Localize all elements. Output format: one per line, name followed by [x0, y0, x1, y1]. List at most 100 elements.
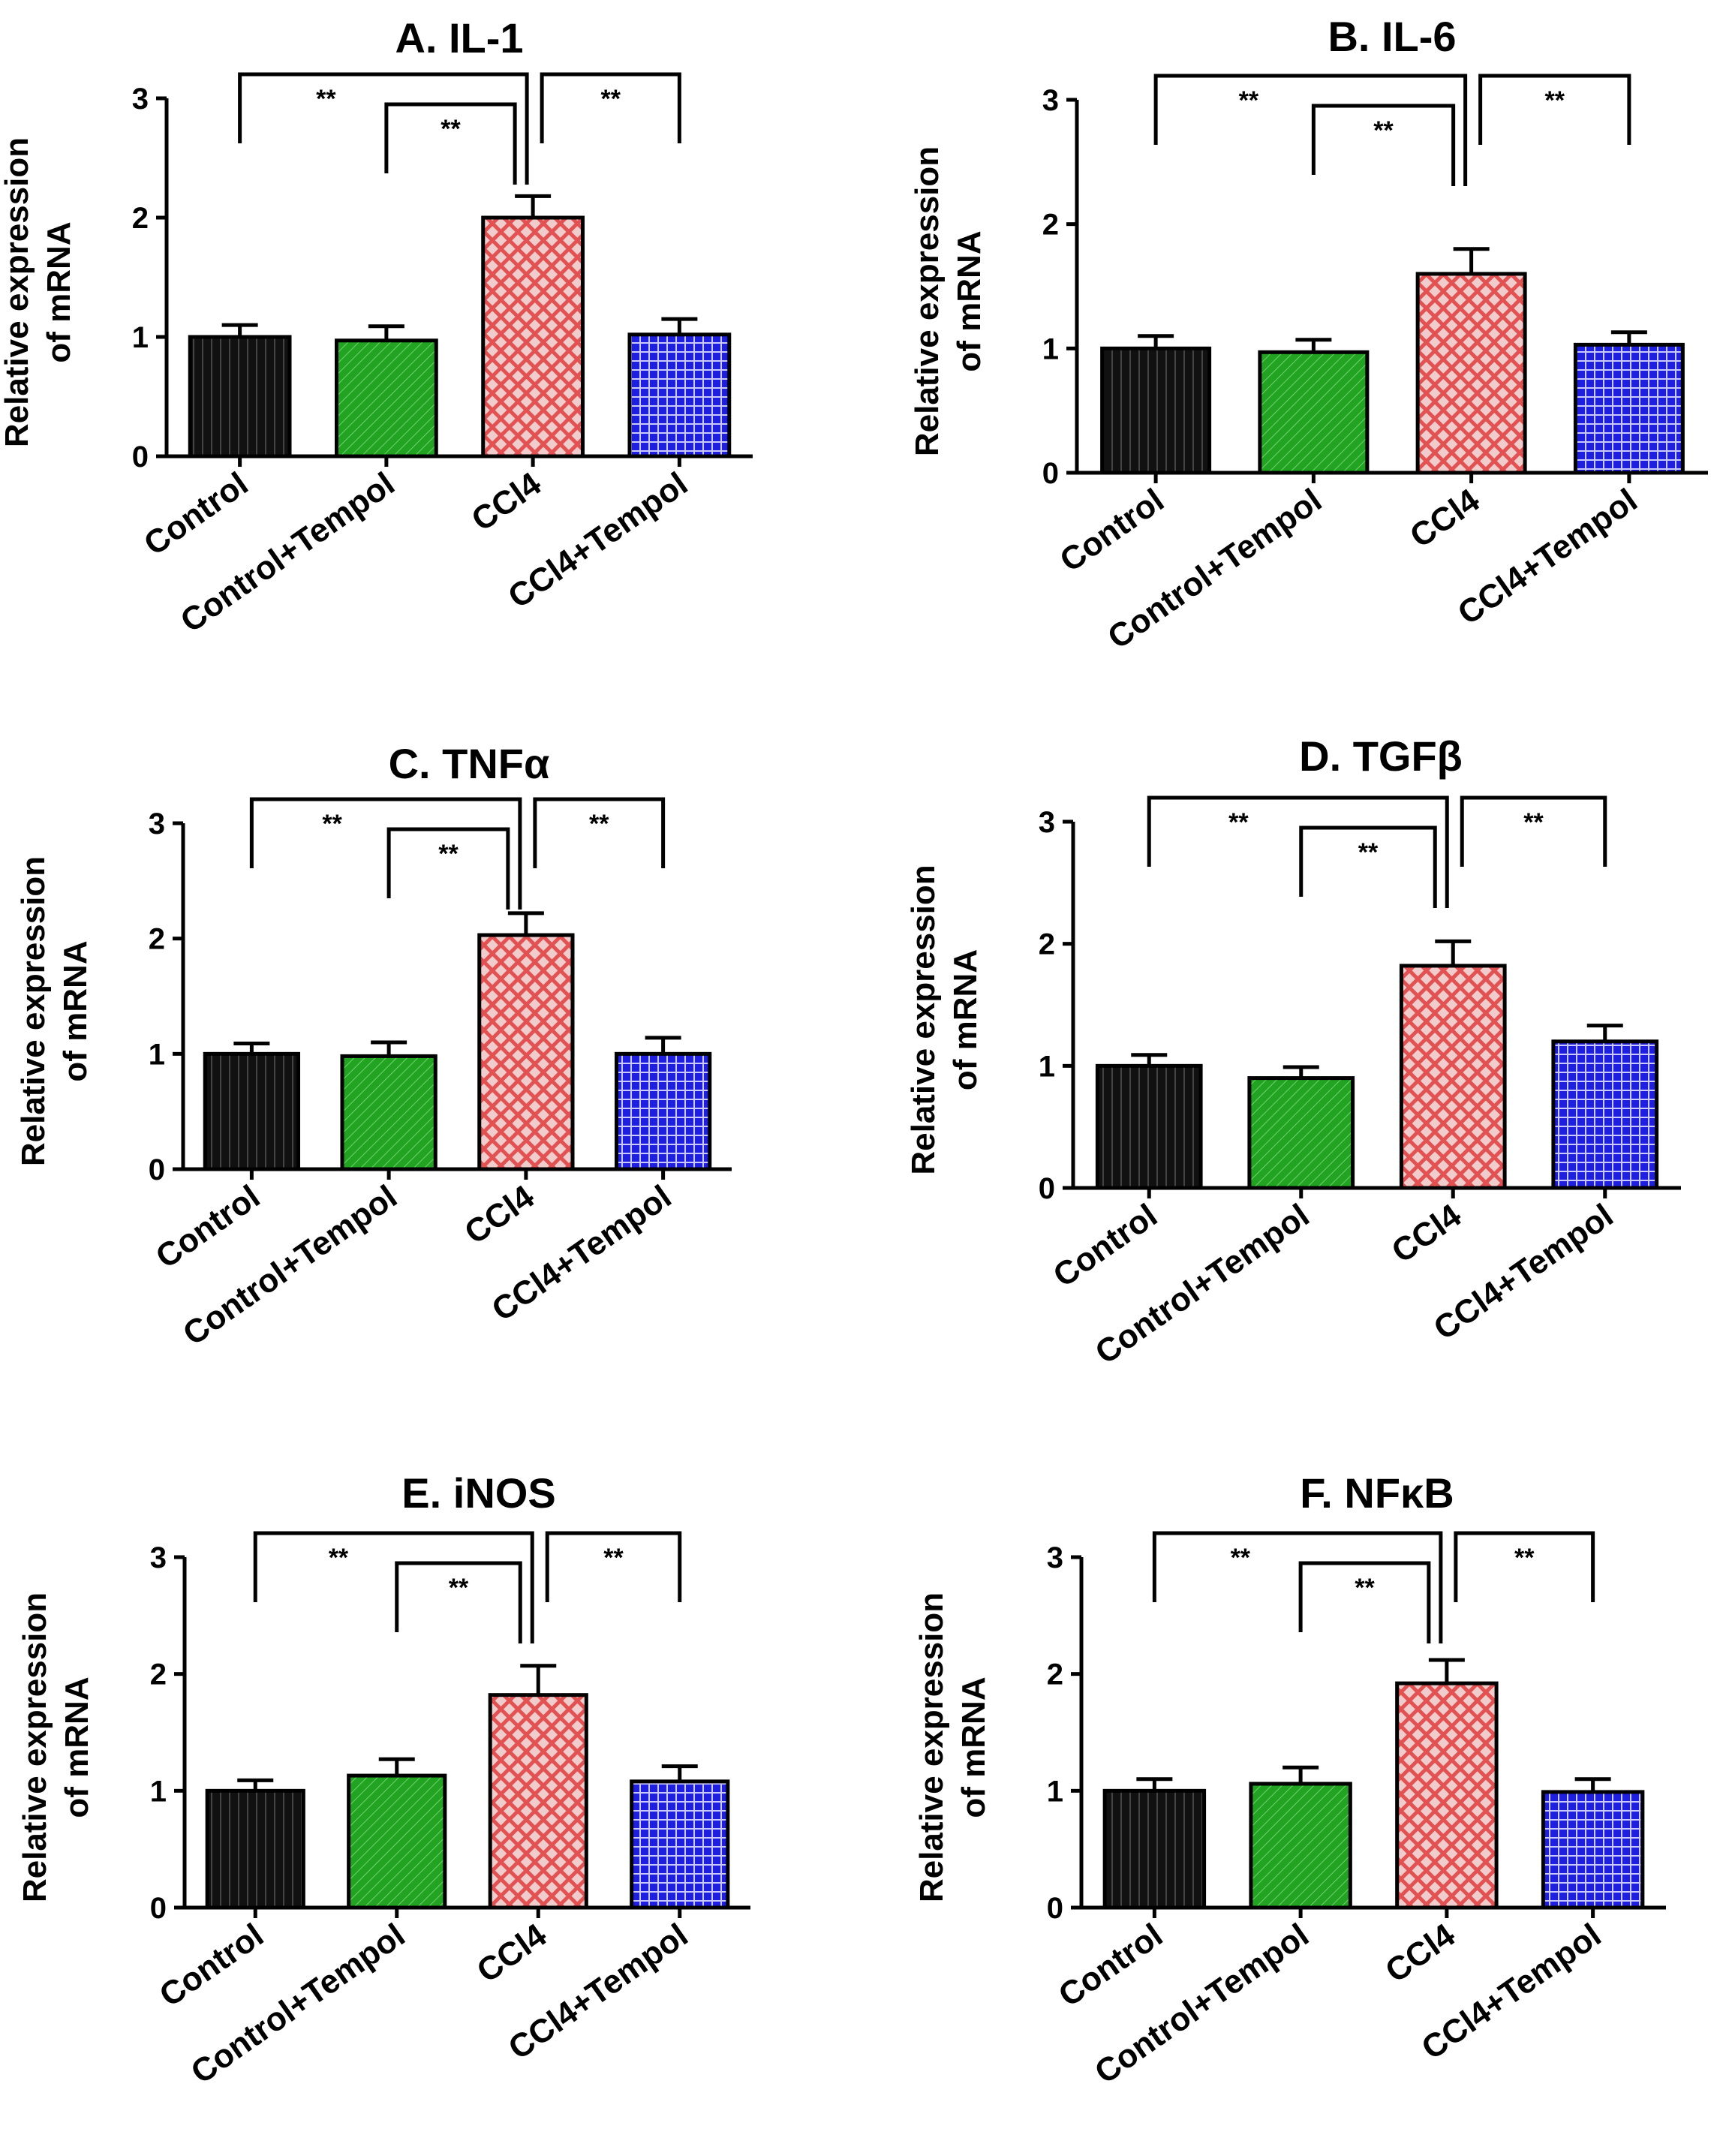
bar-control	[1102, 1788, 1207, 1910]
significance-bracket	[1152, 1531, 1443, 1643]
significance-bracket	[1299, 825, 1437, 908]
y-tick-label: 0	[132, 441, 149, 474]
significance-label: **	[589, 810, 609, 838]
chart-title: B. IL-6	[1328, 13, 1456, 60]
significance-bracket	[540, 72, 681, 143]
chart-title: D. TGFβ	[1299, 732, 1463, 780]
significance-bracket	[545, 1531, 682, 1602]
y-tick-label: 2	[1039, 928, 1055, 961]
y-axis-label-line1: Relative expression	[0, 137, 35, 447]
significance-label: **	[1239, 86, 1259, 115]
bar-control	[188, 335, 292, 459]
chart-panel-1: A. IL-1 Relative expression of mRNA 0 1 2 3 Con…	[0, 14, 753, 640]
y-axis-label-line1: Relative expression	[15, 856, 52, 1166]
y-axis-label-line2: of mRNA	[41, 221, 77, 362]
significance-label: **	[1355, 1574, 1375, 1602]
bar-control-tempol	[1247, 1076, 1355, 1190]
y-axis-label-line2: of mRNA	[57, 940, 94, 1081]
significance-label: **	[1358, 838, 1379, 867]
significance-label: **	[438, 840, 459, 868]
x-tick-label-control: Control	[153, 1917, 270, 2014]
y-tick-label: 2	[150, 1658, 167, 1691]
x-tick-label-ccl4: CCl4	[465, 465, 549, 539]
significance-bracket	[1153, 74, 1468, 186]
significance-bracket	[1460, 795, 1607, 867]
bar-control-tempol	[340, 1054, 438, 1171]
x-tick-label-ccl4: CCl4	[1385, 1197, 1469, 1270]
bar-control-tempol	[1258, 350, 1370, 475]
significance-label: **	[1514, 1544, 1535, 1572]
y-tick-label: 0	[1042, 457, 1059, 490]
chart-panel-3: C. TNFα Relative expression of mRNA 0 1 2 3 Con…	[15, 740, 732, 1353]
y-tick-label: 1	[1047, 1775, 1063, 1808]
x-tick-label-ccl4: CCl4	[1379, 1917, 1462, 1990]
y-axis-label-line1: Relative expression	[909, 146, 946, 456]
significance-bracket	[384, 102, 517, 185]
bar-control	[203, 1051, 301, 1171]
bar-ccl4-tempol	[1541, 1790, 1645, 1910]
chart-title: F. NFκB	[1300, 1469, 1454, 1517]
significance-bracket	[1454, 1531, 1595, 1602]
y-axis-label-line1: Relative expression	[913, 1592, 950, 1902]
chart-title: A. IL-1	[395, 14, 523, 62]
bar-control	[1100, 346, 1212, 475]
significance-label: **	[1228, 808, 1249, 837]
chart-panel-2: B. IL-6 Relative expression of mRNA 0 1 2 3 Con…	[909, 13, 1708, 657]
significance-label: **	[329, 1544, 349, 1572]
y-axis-label-line1: Relative expression	[17, 1592, 53, 1902]
y-tick-label: 1	[132, 321, 149, 354]
bar-control	[1095, 1063, 1203, 1190]
chart-title: C. TNFα	[389, 740, 550, 787]
y-tick-label: 1	[1039, 1050, 1055, 1083]
y-tick-label: 3	[1039, 806, 1055, 839]
y-tick-label: 3	[1047, 1541, 1063, 1574]
y-tick-label: 2	[149, 923, 165, 956]
x-tick-label-control: Control	[1052, 1917, 1169, 2014]
x-tick-label-ccl4: CCl4	[458, 1178, 541, 1252]
y-axis-label-line2: of mRNA	[59, 1676, 95, 1818]
y-axis-label-line1: Relative expression	[905, 865, 942, 1174]
y-tick-label: 0	[149, 1153, 165, 1186]
y-tick-label: 3	[149, 807, 165, 840]
y-axis-label-line2: of mRNA	[951, 230, 988, 371]
significance-bracket	[238, 72, 529, 185]
bar-ccl4	[477, 933, 575, 1171]
chart-panel-4: D. TGFβ Relative expression of mRNA 0 1 2 3 Con…	[905, 732, 1681, 1372]
significance-label: **	[603, 1544, 624, 1572]
bar-ccl4-tempol	[1551, 1039, 1659, 1190]
chart-title: E. iNOS	[401, 1469, 555, 1517]
significance-label: **	[449, 1574, 469, 1602]
significance-bracket	[533, 797, 666, 868]
bar-ccl4-tempol	[630, 1779, 730, 1910]
significance-bracket	[386, 827, 510, 910]
y-tick-label: 2	[1047, 1658, 1063, 1691]
bar-ccl4-tempol	[614, 1051, 712, 1171]
significance-label: **	[1545, 86, 1565, 115]
y-tick-label: 0	[1047, 1892, 1063, 1925]
y-tick-label: 3	[1042, 84, 1059, 117]
bar-ccl4-tempol	[1573, 342, 1685, 475]
significance-label: **	[322, 810, 342, 838]
significance-label: **	[1231, 1544, 1251, 1572]
y-axis-label: Relative expression of mRNA	[905, 865, 984, 1174]
significance-bracket	[1478, 74, 1631, 145]
significance-label: **	[1523, 808, 1544, 837]
y-tick-label: 1	[149, 1038, 165, 1071]
y-tick-label: 3	[132, 83, 149, 116]
y-tick-label: 1	[1042, 332, 1059, 365]
y-axis-label-line2: of mRNA	[955, 1676, 992, 1818]
y-axis-label: Relative expression of mRNA	[913, 1592, 992, 1902]
significance-label: **	[441, 115, 461, 143]
y-tick-label: 1	[150, 1775, 167, 1808]
y-tick-label: 2	[132, 202, 149, 235]
x-tick-label-control: Control	[1054, 482, 1171, 579]
significance-bracket	[249, 797, 522, 910]
bar-control-tempol	[347, 1773, 447, 1910]
y-tick-label: 2	[1042, 209, 1059, 242]
chart-panel-5: E. iNOS Relative expression of mRNA 0 1 2 3 Con…	[17, 1469, 750, 2091]
x-tick-label-ccl4: CCl4	[471, 1917, 554, 1990]
y-axis-label-line2: of mRNA	[947, 949, 984, 1090]
significance-bracket	[1147, 795, 1449, 908]
